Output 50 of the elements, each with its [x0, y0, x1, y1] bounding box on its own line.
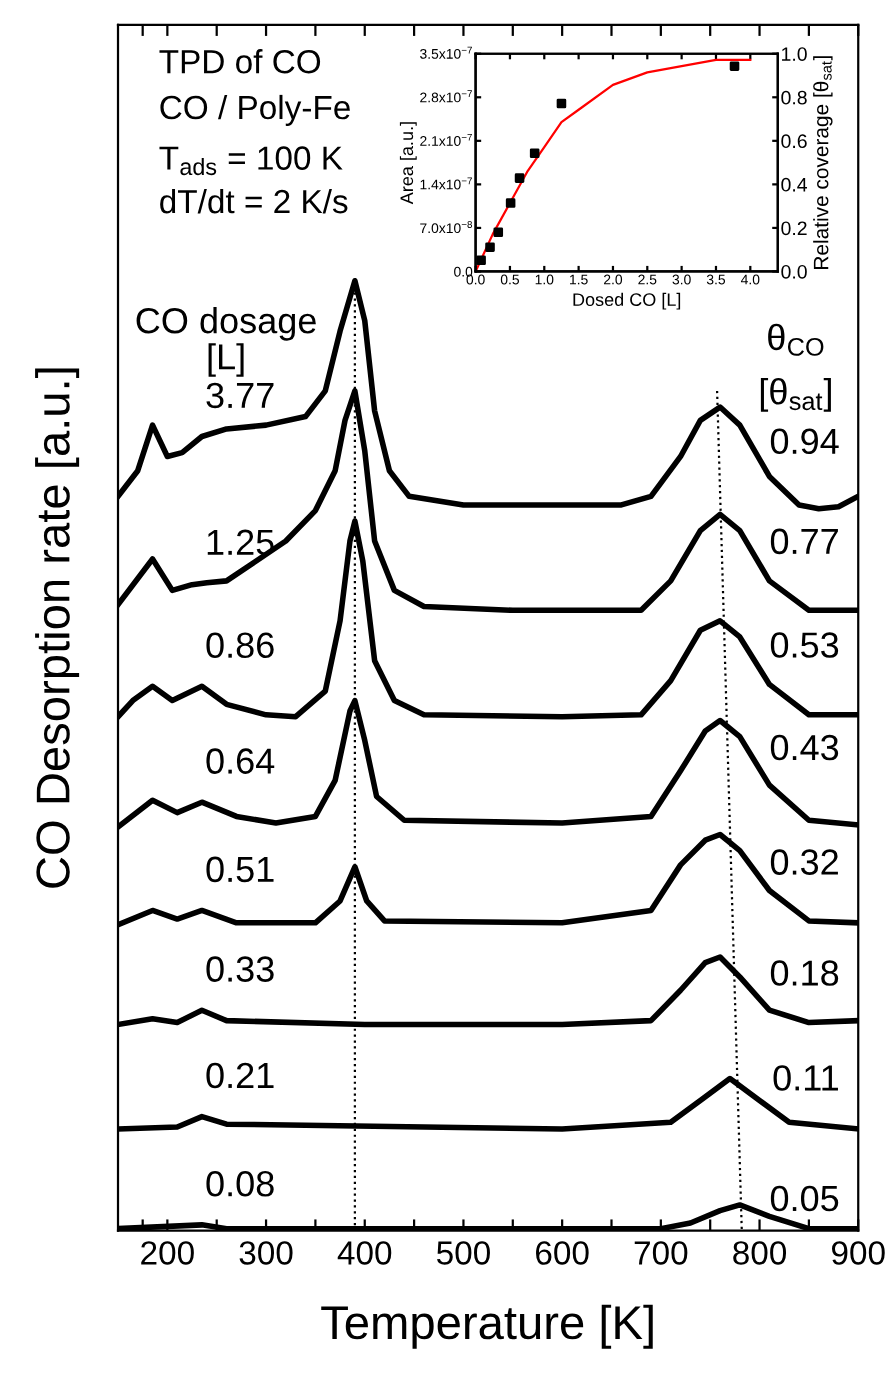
annotation: 0.53: [770, 632, 839, 658]
point: [485, 242, 495, 252]
y-axis-title: Area [a.u.]: [399, 122, 417, 205]
y2-axis-title: Relative coverage [θ$_{sat}$]: [813, 56, 833, 269]
x-tick-label: 400: [337, 1241, 392, 1265]
annotation: [θ$_{sat}$]: [760, 378, 831, 412]
x-tick-label: 600: [536, 1241, 589, 1265]
y2-tick-label: 0.2: [781, 221, 807, 236]
annotation: 0.32: [770, 849, 838, 875]
point: [505, 198, 516, 208]
series-label: 0.86: [206, 632, 274, 659]
point: [729, 61, 740, 71]
point: [529, 148, 540, 159]
x-tick-label: 300: [239, 1241, 293, 1265]
y2-tick-label: 1.0: [782, 47, 807, 61]
series-label: 0.33: [206, 956, 274, 982]
y2-tick-label: 0.6: [781, 134, 807, 149]
annotation: 0.43: [770, 734, 839, 761]
series-label: 0.21: [206, 1062, 274, 1089]
annotation: 0.94: [770, 428, 839, 455]
text: dT/dt = 2 K/s: [160, 188, 348, 214]
annotation: [L]: [208, 343, 244, 377]
series-label: 0.08: [206, 1170, 274, 1197]
annotation: 0.11: [773, 1065, 838, 1091]
point: [476, 255, 486, 266]
text: TPD of CO: [159, 49, 321, 74]
series-label: 0.51: [206, 856, 274, 883]
x-axis-title: Dosed CO [L]: [573, 292, 681, 310]
x-axis-title: Temperature [K]: [321, 1304, 653, 1349]
x-tick-label: 900: [832, 1241, 885, 1265]
series-label: 3.77: [206, 382, 274, 409]
point: [493, 227, 504, 238]
text: T$_{ads}$ = 100 K: [159, 146, 343, 176]
x-tick-label: 500: [436, 1241, 490, 1265]
y2-tick-label: 0.8: [781, 90, 807, 105]
x-tick-label: 800: [733, 1241, 787, 1265]
annotation: 0.77: [770, 528, 838, 555]
annotation: CO dosage: [136, 307, 316, 341]
point: [514, 173, 525, 183]
x-tick-label: 700: [634, 1241, 688, 1265]
line-series: [475, 58, 752, 272]
annotation: 0.05: [770, 1185, 839, 1212]
annotation: 0.18: [770, 960, 839, 986]
x-tick-label: 200: [141, 1241, 194, 1265]
annotation: θ$_{CO}$: [768, 323, 824, 356]
series-label: 0.64: [206, 748, 275, 774]
y-axis-title: CO Desorption rate [a.u.]: [35, 368, 80, 888]
y2-tick-label: 0.4: [781, 177, 808, 192]
text: CO / Poly-Fe: [160, 94, 350, 126]
point: [556, 98, 567, 109]
